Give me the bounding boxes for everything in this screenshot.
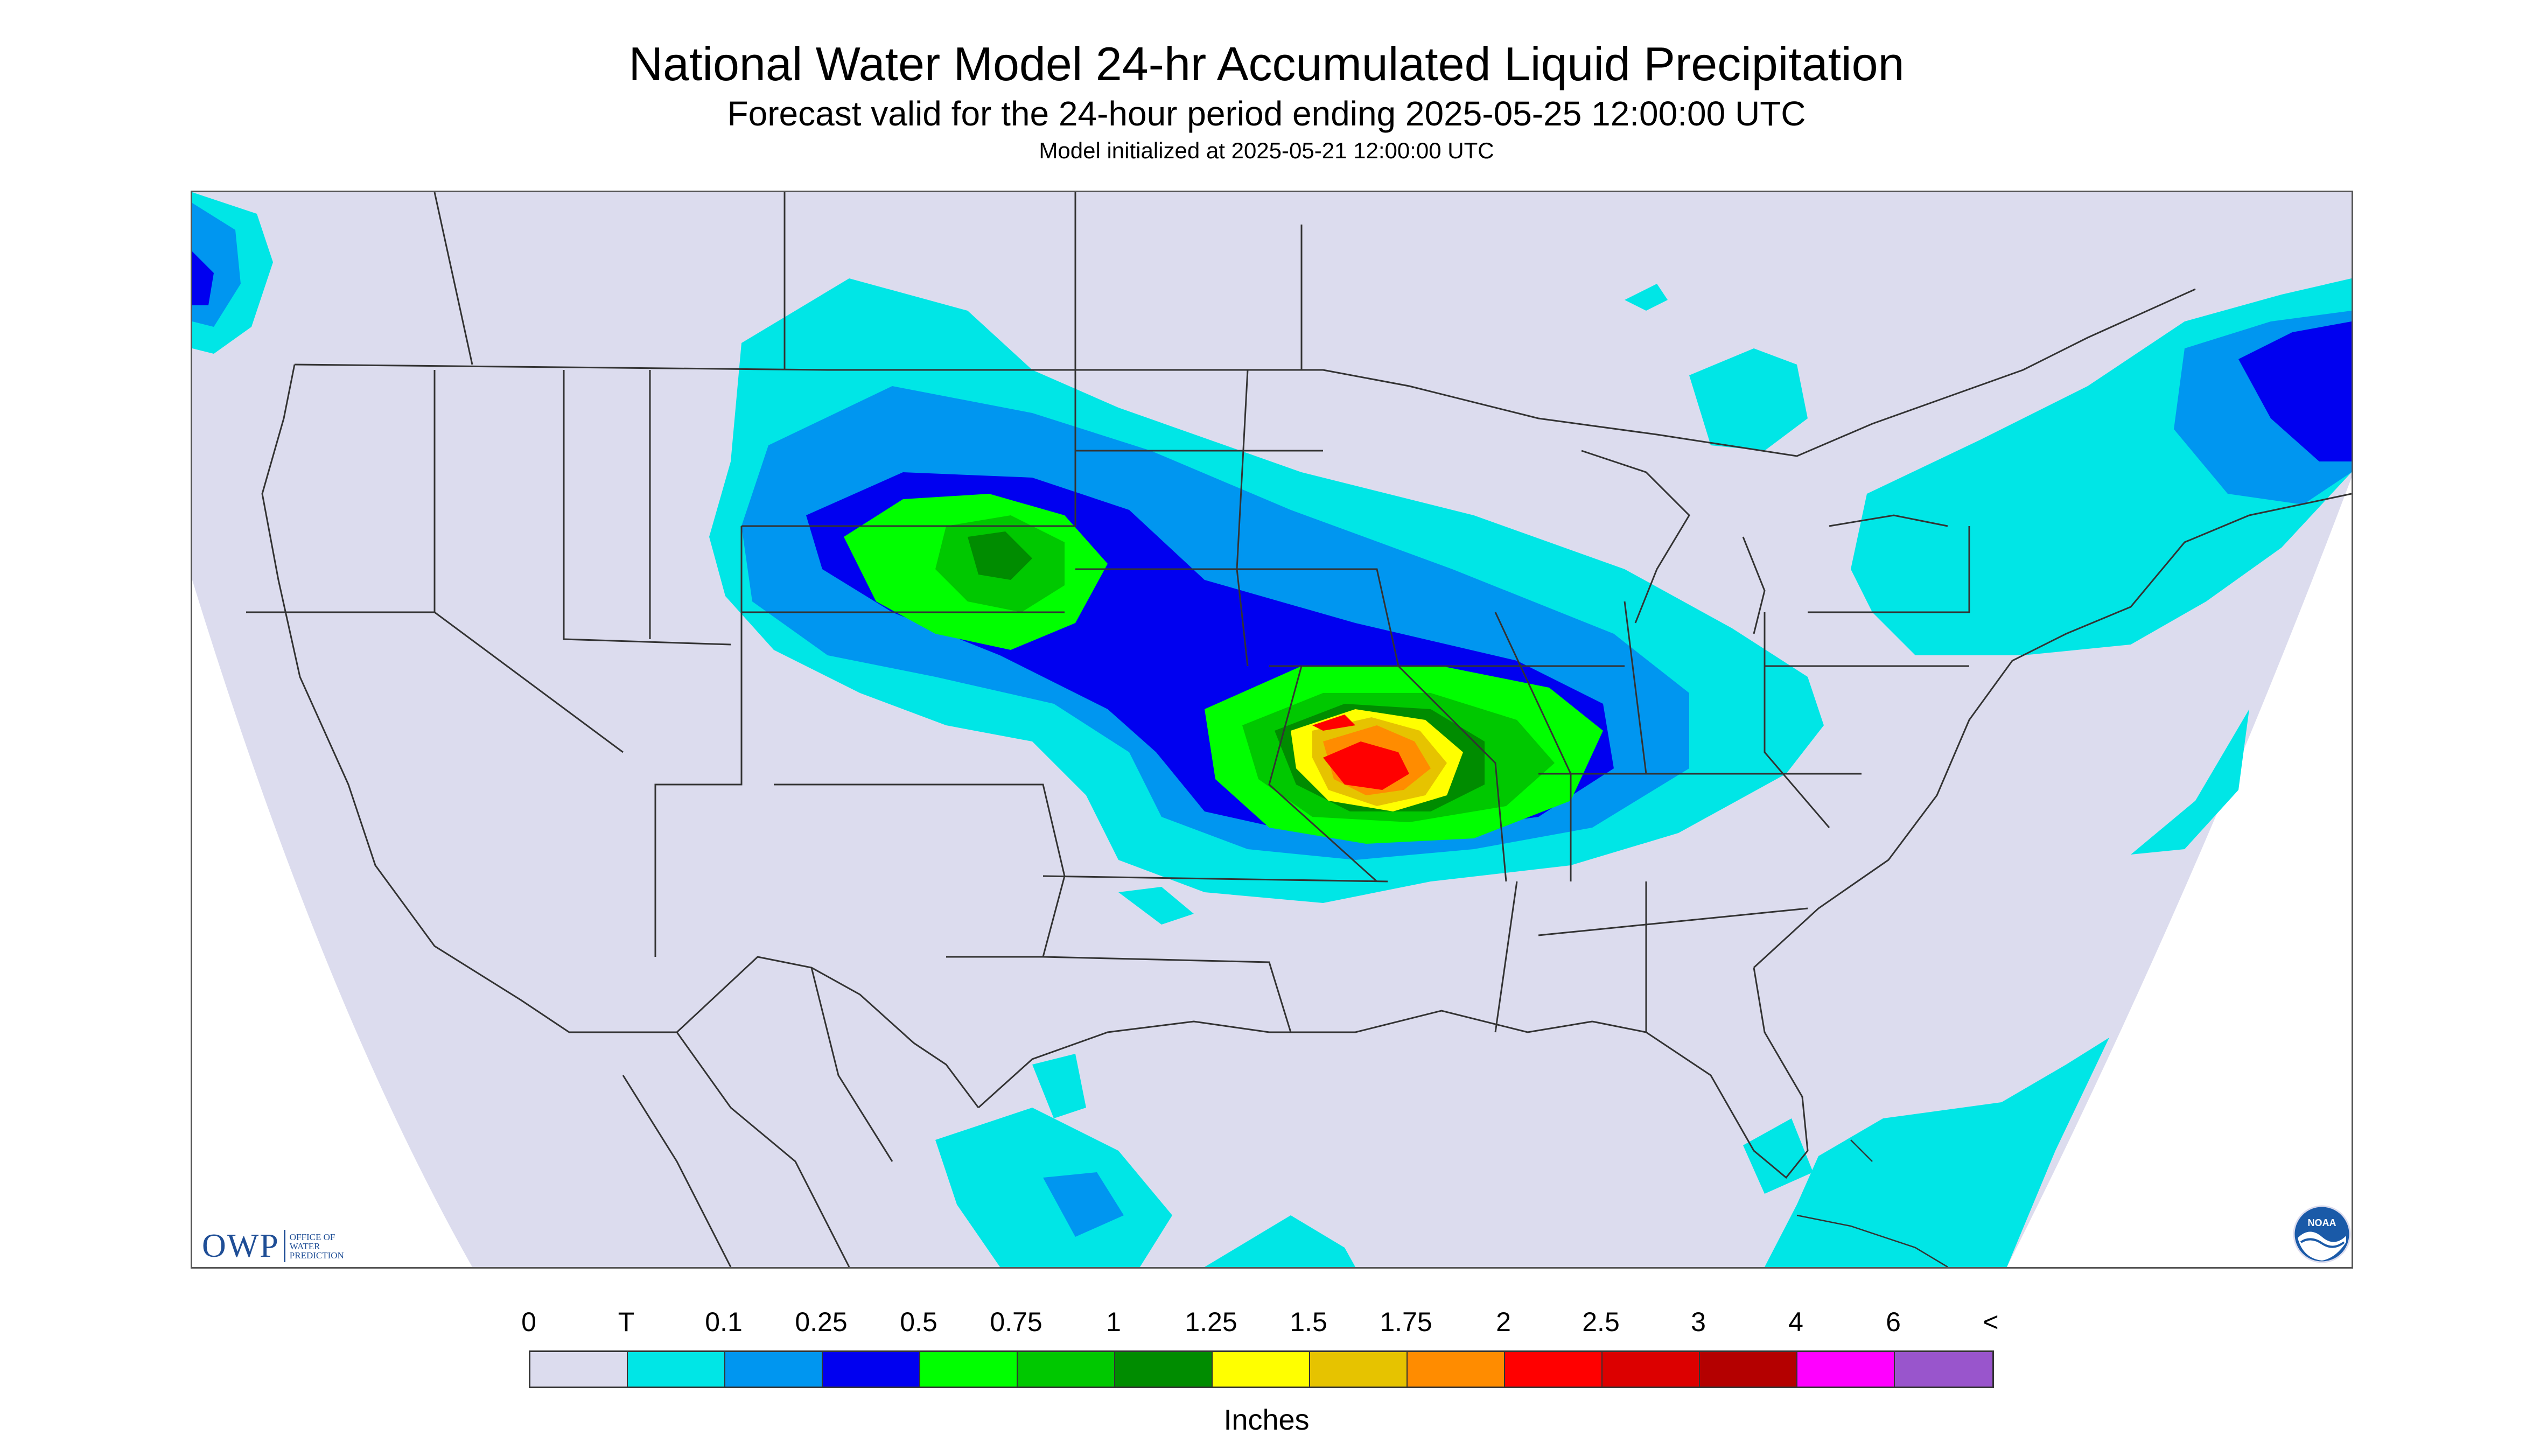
precipitation-map: OWP OFFICE OF WATER PREDICTION NOAA (191, 191, 2353, 1269)
legend-color-swatch (1505, 1352, 1603, 1387)
owp-line-1: OFFICE OF (289, 1231, 335, 1242)
legend-tick-label: 6 (1886, 1307, 1901, 1337)
legend-color-swatch (1895, 1352, 1992, 1387)
legend-color-swatch (530, 1352, 628, 1387)
owp-full-name: OFFICE OF WATER PREDICTION (290, 1233, 344, 1260)
legend-color-swatch (1408, 1352, 1505, 1387)
legend-tick-label: 0.5 (900, 1307, 937, 1337)
legend-tick-label: 4 (1788, 1307, 1803, 1337)
outside-domain-right (2007, 478, 2352, 1267)
precip-missouri-core (1205, 666, 1603, 844)
map-title: National Water Model 24-hr Accumulated L… (628, 37, 1905, 90)
legend-tick-label: 1.75 (1380, 1307, 1432, 1337)
precip-northeast (1625, 278, 2352, 655)
outside-domain-left (192, 580, 472, 1267)
precip-southern-areas (935, 709, 2249, 1267)
bahamas-cuba-outline (1796, 1139, 1948, 1267)
noaa-text: NOAA (2308, 1217, 2336, 1228)
legend-tick-label: 0 (521, 1307, 536, 1337)
owp-logo: OWP OFFICE OF WATER PREDICTION (202, 1227, 344, 1265)
legend-tick-label: 0.25 (795, 1307, 848, 1337)
legend-color-swatch (1018, 1352, 1115, 1387)
owp-line-2: WATER (289, 1241, 320, 1251)
precip-northwest-corner (192, 192, 273, 354)
legend-tick-label: < (1983, 1307, 1999, 1337)
legend-tick-label: 3 (1691, 1307, 1706, 1337)
map-subtitle: Forecast valid for the 24-hour period en… (727, 94, 1806, 133)
legend-tick-label: 2 (1496, 1307, 1511, 1337)
legend-color-swatch (823, 1352, 920, 1387)
legend-color-swatch (1603, 1352, 1700, 1387)
owp-divider (283, 1230, 285, 1262)
legend-colorbar (529, 1350, 1994, 1388)
legend-color-swatch (1310, 1352, 1408, 1387)
legend-tick-label: 0.75 (990, 1307, 1042, 1337)
legend-color-swatch (1700, 1352, 1797, 1387)
owp-abbrev: OWP (202, 1227, 279, 1264)
precipitation-legend: 0 T 0.1 0.25 0.5 0.75 1 1.25 1.5 1.75 2 2.5 3 4 6 < Inc… (0, 1282, 2533, 1443)
legend-color-swatch (1213, 1352, 1310, 1387)
model-init-line: Model initialized at 2025-05-21 12:00:00… (1039, 138, 1494, 163)
noaa-logo: NOAA (2293, 1205, 2351, 1263)
owp-line-3: PREDICTION (289, 1250, 344, 1261)
legend-tick-label: T (618, 1307, 635, 1337)
political-boundaries (246, 192, 2352, 1267)
legend-color-swatch (1115, 1352, 1213, 1387)
legend-units: Inches (1223, 1404, 1310, 1436)
legend-tick-label: 1.25 (1185, 1307, 1237, 1337)
legend-color-swatch (628, 1352, 725, 1387)
legend-tick-label: 1.5 (1290, 1307, 1327, 1337)
legend-color-swatch (920, 1352, 1018, 1387)
legend-tick-label: 2.5 (1582, 1307, 1620, 1337)
legend-tick-label: 0.1 (705, 1307, 743, 1337)
legend-color-swatch (1797, 1352, 1895, 1387)
legend-tick-label: 1 (1106, 1307, 1121, 1337)
legend-color-swatch (725, 1352, 823, 1387)
